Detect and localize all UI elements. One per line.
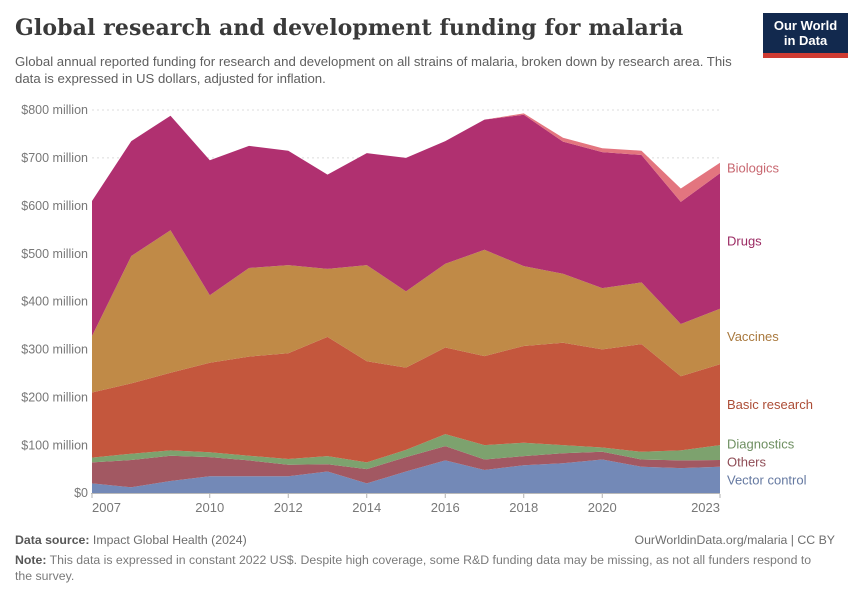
y-tick-label: $0 — [74, 486, 88, 500]
y-tick-label: $300 million — [21, 343, 88, 357]
chart-subtitle: Global annual reported funding for resea… — [15, 54, 732, 86]
x-tick-label: 2018 — [509, 500, 538, 515]
y-tick-label: $600 million — [21, 199, 88, 213]
data-source-label: Data source: — [15, 533, 90, 547]
area-basic-research[interactable] — [92, 336, 720, 463]
x-tick-label: 2016 — [431, 500, 460, 515]
legend-label-drugs[interactable]: Drugs — [727, 233, 762, 248]
chart-note: Note: This data is expressed in constant… — [15, 553, 827, 584]
legend-label-biologics[interactable]: Biologics — [727, 160, 780, 175]
legend-label-diagnostics[interactable]: Diagnostics — [727, 436, 795, 451]
area-vector-control[interactable] — [92, 459, 720, 494]
area-others[interactable] — [92, 446, 720, 488]
data-source-value: Impact Global Health (2024) — [89, 533, 247, 547]
y-tick-label: $400 million — [21, 295, 88, 309]
x-tick-label: 2010 — [195, 500, 224, 515]
owid-logo-line2: in Data — [783, 33, 828, 48]
owid-logo-line1: Our World — [773, 18, 838, 33]
x-tick-label: 2014 — [352, 500, 381, 515]
x-tick-label: 2020 — [588, 500, 617, 515]
y-tick-label: $200 million — [21, 390, 88, 404]
note-label: Note: — [15, 553, 47, 567]
owid-logo-accent-bar — [763, 53, 848, 58]
legend-label-others[interactable]: Others — [727, 454, 767, 469]
owid-logo-box: Our World in Data — [763, 13, 848, 53]
data-source-line: Data source: Impact Global Health (2024) — [15, 533, 247, 547]
y-tick-label: $100 million — [21, 438, 88, 452]
area-drugs[interactable] — [92, 114, 720, 336]
area-diagnostics[interactable] — [92, 434, 720, 470]
chart-footer: Data source: Impact Global Health (2024)… — [15, 533, 835, 584]
x-tick-label: 2012 — [274, 500, 303, 515]
legend-label-basic-research[interactable]: Basic research — [727, 397, 813, 412]
y-tick-label: $700 million — [21, 151, 88, 165]
y-tick-label: $800 million — [21, 103, 88, 117]
page-title: Global research and development funding … — [15, 15, 684, 41]
x-tick-label: 2023 — [691, 500, 720, 515]
legend-label-vaccines[interactable]: Vaccines — [727, 329, 779, 344]
owid-logo: Our World in Data — [763, 13, 848, 58]
owid-license-link[interactable]: OurWorldinData.org/malaria | CC BY — [634, 533, 835, 547]
note-text: This data is expressed in constant 2022 … — [15, 553, 812, 583]
legend-label-vector-control[interactable]: Vector control — [727, 472, 807, 487]
area-vaccines[interactable] — [92, 230, 720, 393]
x-tick-label: 2007 — [92, 500, 121, 515]
y-tick-label: $500 million — [21, 247, 88, 261]
